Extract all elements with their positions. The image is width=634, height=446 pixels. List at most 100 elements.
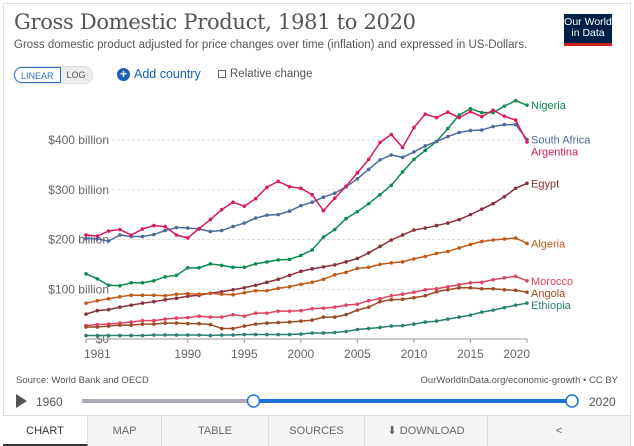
data-point: [446, 110, 450, 114]
data-point: [208, 217, 213, 222]
data-point: [344, 329, 348, 334]
y-tick-label: $400 billion: [48, 133, 109, 147]
series-line-morocco: [85, 275, 528, 327]
data-point: [163, 275, 167, 279]
data-point: [389, 153, 394, 157]
x-tick-label: 2020: [503, 347, 530, 361]
data-point: [366, 305, 371, 309]
data-point: [231, 333, 235, 337]
data-point: [287, 257, 292, 262]
data-point: [321, 208, 326, 213]
tab-map[interactable]: MAP: [88, 416, 162, 446]
data-point: [231, 265, 235, 270]
data-point: [389, 297, 394, 302]
subtitle: Gross domestic product adjusted for pric…: [14, 39, 528, 51]
data-point: [344, 216, 348, 221]
data-point: [276, 258, 281, 262]
data-point: [163, 228, 167, 233]
data-point: [457, 246, 461, 250]
timeline-start-label: 1960: [36, 395, 63, 409]
data-point: [185, 333, 190, 337]
add-country-button[interactable]: + Add country: [117, 67, 201, 81]
data-point: [310, 280, 314, 285]
data-point: [129, 233, 134, 237]
data-point: [310, 306, 314, 311]
data-point: [208, 315, 213, 319]
data-point: [253, 283, 258, 288]
data-point: [366, 265, 371, 270]
data-point: [366, 298, 371, 303]
data-point: [344, 260, 348, 264]
data-point: [253, 196, 258, 201]
data-point: [174, 273, 179, 278]
data-point: [152, 293, 156, 298]
page-title: Gross Domestic Product, 1981 to 2020: [14, 10, 416, 34]
data-point: [491, 108, 495, 112]
data-point: [118, 227, 122, 232]
data-point: [106, 307, 111, 312]
play-icon[interactable]: [16, 394, 27, 408]
data-point: [468, 313, 473, 317]
data-point: [332, 191, 337, 196]
data-point: [174, 233, 179, 237]
data-point: [321, 235, 326, 239]
data-point: [502, 276, 507, 280]
data-point: [479, 128, 484, 132]
data-point: [84, 325, 88, 329]
data-point: [525, 181, 529, 186]
data-point: [152, 232, 156, 237]
data-point: [299, 319, 303, 323]
data-point: [400, 297, 405, 302]
x-tick-label: 1995: [231, 347, 258, 361]
data-point: [513, 274, 518, 279]
data-point: [446, 221, 450, 225]
scale-toggle[interactable]: LINEAR LOG: [13, 66, 93, 84]
url-note[interactable]: OurWorldInData.org/economic-growth • CC …: [420, 375, 618, 386]
log-button[interactable]: LOG: [60, 67, 92, 83]
data-point: [513, 118, 518, 122]
data-point: [366, 167, 371, 172]
share-button[interactable]: <: [488, 416, 631, 446]
data-point: [355, 256, 360, 261]
data-point: [423, 287, 428, 292]
data-point: [265, 280, 269, 285]
data-point: [513, 303, 518, 307]
data-point: [84, 312, 88, 316]
timeline-end-handle[interactable]: [565, 394, 579, 408]
timeline-start-handle[interactable]: [246, 394, 261, 408]
data-point: [366, 326, 371, 331]
relative-change-checkbox[interactable]: Relative change: [218, 68, 312, 80]
data-point: [219, 207, 224, 212]
data-point: [219, 263, 224, 268]
data-point: [457, 115, 461, 120]
tab-chart[interactable]: CHART: [3, 416, 88, 446]
data-point: [434, 223, 439, 228]
data-point: [95, 277, 100, 281]
x-tick-label: 2010: [401, 347, 428, 361]
data-point: [185, 291, 190, 296]
data-point: [197, 314, 201, 318]
data-point: [140, 280, 145, 285]
data-point: [513, 122, 518, 127]
data-point: [287, 209, 292, 213]
source-note[interactable]: Source: World Bank and OECD: [16, 375, 149, 386]
data-point: [299, 308, 303, 313]
data-point: [468, 106, 473, 111]
data-point: [412, 295, 416, 300]
owid-logo[interactable]: Our World in Data: [564, 14, 612, 46]
data-point: [118, 305, 122, 309]
data-point: [208, 262, 213, 266]
tab-sources[interactable]: SOURCES: [269, 416, 365, 446]
data-point: [491, 308, 495, 312]
share-icon: <: [555, 425, 563, 437]
data-point: [400, 292, 405, 297]
data-point: [502, 237, 507, 241]
x-tick-label: 2005: [344, 347, 371, 361]
data-point: [299, 253, 303, 258]
data-point: [84, 272, 88, 276]
linear-button[interactable]: LINEAR: [14, 67, 61, 83]
data-point: [129, 303, 134, 307]
tab-download[interactable]: ⬇ DOWNLOAD: [365, 416, 488, 446]
tab-table[interactable]: TABLE: [162, 416, 269, 446]
